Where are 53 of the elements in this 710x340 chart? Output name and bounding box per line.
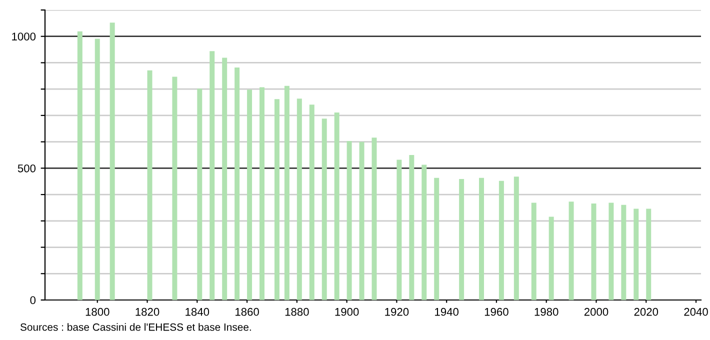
- y-tick-label: 0: [30, 296, 36, 304]
- bar: [346, 141, 352, 300]
- x-tick-label: 2040: [684, 308, 708, 316]
- y-tick-label: 500: [18, 164, 36, 172]
- bar: [359, 142, 364, 300]
- bar: [608, 202, 614, 300]
- x-tick-label: 1840: [186, 308, 210, 316]
- bar: [409, 155, 414, 300]
- bar: [222, 58, 228, 300]
- bar: [210, 51, 215, 300]
- bar: [591, 204, 596, 300]
- bar: [422, 164, 427, 300]
- bar: [334, 112, 340, 300]
- bar: [234, 67, 240, 300]
- x-tick-label: 1920: [385, 308, 409, 316]
- bar: [172, 76, 178, 300]
- bar: [94, 38, 100, 300]
- source-note: Sources : base Cassini de l'EHESS et base Insee.: [20, 323, 251, 331]
- bar: [634, 208, 639, 300]
- x-tick-label: 1980: [534, 308, 558, 316]
- bar: [284, 86, 290, 300]
- bar: [396, 160, 402, 300]
- x-tick-label: 1820: [136, 308, 160, 316]
- x-tick-label: 2020: [634, 308, 658, 316]
- bar: [274, 99, 280, 300]
- bar: [309, 104, 314, 300]
- bar: [372, 138, 377, 300]
- bar: [197, 88, 202, 300]
- bar: [568, 202, 574, 300]
- y-tick-label: 1000: [12, 32, 36, 40]
- bar: [322, 118, 327, 300]
- bar: [531, 202, 536, 300]
- bar: [260, 87, 264, 300]
- x-tick-label: 1800: [86, 308, 110, 316]
- bar: [434, 178, 440, 300]
- bar: [646, 208, 652, 300]
- bar: [548, 216, 554, 300]
- x-tick-label: 1940: [435, 308, 459, 316]
- bar: [247, 90, 252, 300]
- bar: [296, 98, 302, 300]
- x-tick-label: 1960: [484, 308, 508, 316]
- x-tick-label: 1860: [236, 308, 259, 316]
- x-tick-label: 1900: [335, 308, 359, 316]
- bar: [110, 22, 115, 300]
- bar: [147, 70, 152, 300]
- bar: [514, 176, 519, 300]
- bar: [498, 180, 504, 300]
- x-tick-label: 2000: [584, 308, 608, 316]
- bar: [459, 178, 464, 300]
- bar: [479, 178, 484, 300]
- bar: [621, 204, 626, 300]
- bar: [77, 31, 82, 300]
- x-tick-label: 1880: [285, 308, 309, 316]
